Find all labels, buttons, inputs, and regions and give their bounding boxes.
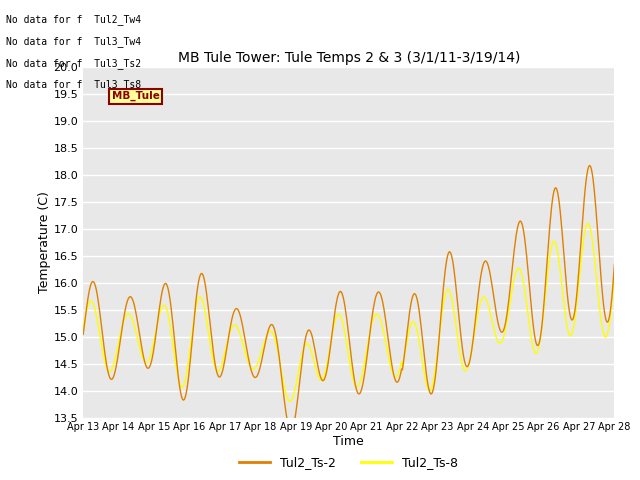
Title: MB Tule Tower: Tule Temps 2 & 3 (3/1/11-3/19/14): MB Tule Tower: Tule Temps 2 & 3 (3/1/11-… <box>178 51 520 65</box>
Text: No data for f  Tul3_Tw4: No data for f Tul3_Tw4 <box>6 36 141 47</box>
Text: No data for f  Tul3_Ts8: No data for f Tul3_Ts8 <box>6 79 141 90</box>
Y-axis label: Temperature (C): Temperature (C) <box>38 192 51 293</box>
Legend: Tul2_Ts-2, Tul2_Ts-8: Tul2_Ts-2, Tul2_Ts-8 <box>234 451 463 474</box>
Text: No data for f  Tul3_Ts2: No data for f Tul3_Ts2 <box>6 58 141 69</box>
Text: MB_Tule: MB_Tule <box>112 91 160 101</box>
X-axis label: Time: Time <box>333 435 364 448</box>
Text: No data for f  Tul2_Tw4: No data for f Tul2_Tw4 <box>6 14 141 25</box>
